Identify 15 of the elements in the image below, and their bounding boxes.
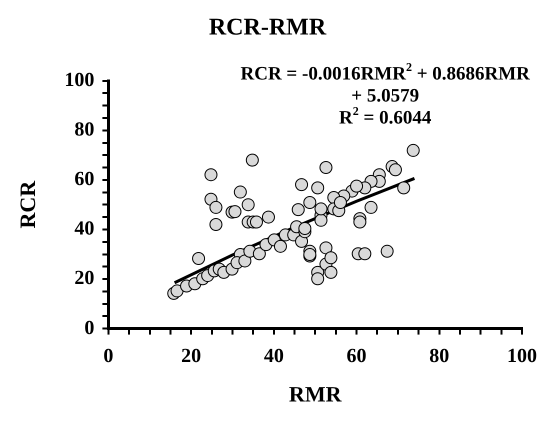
x-tick-label: 100 — [507, 344, 537, 367]
chart-title: RCR-RMR — [208, 14, 327, 41]
y-tick-label: 20 — [74, 267, 94, 290]
x-tick-label: 60 — [346, 344, 367, 367]
x-tick-label: 40 — [264, 344, 284, 367]
y-tick-label: 0 — [84, 316, 94, 339]
y-axis-title: RCR — [14, 180, 40, 229]
y-tick-label: 40 — [74, 218, 94, 240]
x-tick-label: 0 — [103, 344, 114, 367]
x-tick-label: 20 — [181, 344, 202, 367]
x-tick-label: 80 — [429, 344, 450, 367]
x-axis-title: RMR — [288, 381, 343, 406]
y-tick-label: 80 — [74, 118, 94, 141]
y-tick-label: 60 — [74, 168, 94, 190]
y-tick-label: 100 — [64, 68, 94, 91]
